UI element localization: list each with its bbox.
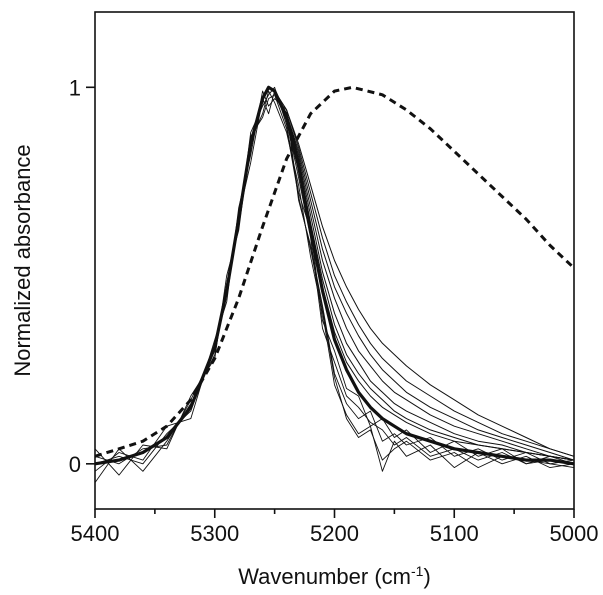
x-tick-label: 5000: [550, 521, 599, 546]
series-line-11: [94, 90, 575, 465]
x-tick-label: 5300: [190, 521, 239, 546]
series-line-10: [94, 90, 575, 476]
x-tick-label: 5400: [71, 521, 120, 546]
tick-layer: 5400 5300 5200 5100 5000 0 1: [69, 75, 599, 546]
x-tick-label: 5200: [310, 521, 359, 546]
thick-curve-line: [94, 85, 575, 466]
series-line-2: [94, 86, 575, 465]
x-axis-label-text: Wavenumber: [238, 564, 368, 589]
x-axis-label-exp: -1: [411, 563, 424, 579]
dashed-curve-line: [94, 85, 576, 458]
x-tick-label: 5100: [430, 521, 479, 546]
x-axis-label-unit: cm: [382, 564, 411, 589]
x-axis-label-open: (: [368, 564, 382, 589]
y-axis-label: Normalized absorbance: [10, 144, 35, 376]
series-line-9: [94, 90, 575, 472]
y-tick-label: 0: [69, 452, 81, 477]
series-line-12: [94, 94, 575, 483]
curve-layer: [94, 85, 576, 483]
y-tick-label: 1: [69, 75, 81, 100]
x-axis-label-close: ): [423, 564, 430, 589]
x-axis-label: Wavenumber (cm-1): [238, 563, 431, 589]
